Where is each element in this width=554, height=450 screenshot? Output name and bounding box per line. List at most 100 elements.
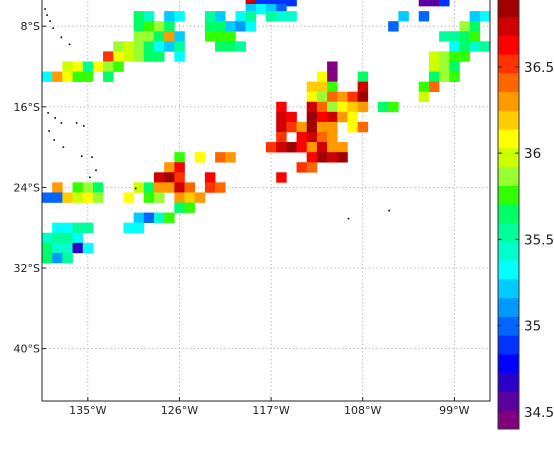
salinity-cell bbox=[72, 61, 84, 72]
salinity-cell bbox=[62, 61, 73, 72]
colorbar-band bbox=[498, 72, 519, 93]
salinity-cell bbox=[72, 182, 84, 193]
latitude-labels: 8°S 16°S 24°S 32°S 40°S bbox=[14, 20, 40, 355]
salinity-cell bbox=[286, 121, 297, 133]
salinity-cell bbox=[164, 11, 175, 22]
salinity-cell bbox=[327, 131, 338, 143]
salinity-cell bbox=[174, 31, 185, 42]
salinity-cell bbox=[52, 71, 63, 82]
island-dot bbox=[52, 27, 54, 30]
salinity-cells bbox=[42, 0, 491, 264]
salinity-cell bbox=[123, 222, 134, 234]
lat-label-32s: 32°S bbox=[14, 262, 40, 275]
colorbar-ticks bbox=[498, 66, 519, 413]
salinity-cell bbox=[316, 101, 328, 113]
salinity-cell bbox=[327, 152, 338, 163]
salinity-cell bbox=[164, 182, 175, 193]
island-dot bbox=[134, 187, 137, 190]
salinity-cell bbox=[306, 91, 318, 103]
salinity-cell bbox=[316, 81, 328, 92]
salinity-cell bbox=[306, 81, 318, 92]
salinity-cell bbox=[62, 242, 73, 254]
salinity-cell bbox=[215, 31, 226, 42]
salinity-cell bbox=[225, 31, 236, 42]
lat-label-40s: 40°S bbox=[14, 343, 40, 356]
salinity-cell bbox=[316, 91, 328, 103]
salinity-cell bbox=[255, 4, 267, 15]
salinity-cell bbox=[479, 11, 491, 22]
salinity-cell bbox=[347, 91, 358, 103]
colorbar-band bbox=[498, 129, 519, 149]
salinity-cell bbox=[439, 0, 450, 7]
salinity-cell bbox=[286, 11, 297, 22]
salinity-cell bbox=[418, 91, 430, 103]
salinity-cell bbox=[174, 162, 185, 173]
colorbar-band bbox=[498, 335, 519, 355]
salinity-cell bbox=[154, 21, 165, 32]
salinity-cell bbox=[123, 192, 134, 203]
salinity-cell bbox=[245, 0, 257, 7]
salinity-cell bbox=[184, 202, 196, 213]
salinity-cell bbox=[133, 222, 145, 234]
colorbar-band bbox=[498, 297, 519, 317]
colorbar-band bbox=[498, 0, 519, 18]
lon-label-135w: 135°W bbox=[69, 404, 106, 417]
salinity-cell bbox=[52, 222, 63, 234]
salinity-cell bbox=[449, 41, 460, 52]
island-dot bbox=[91, 156, 93, 158]
colorbar-band bbox=[498, 35, 519, 55]
colorbar-band bbox=[498, 354, 519, 374]
salinity-cell bbox=[428, 71, 440, 82]
salinity-cell bbox=[296, 162, 308, 173]
island-dot bbox=[80, 155, 83, 157]
salinity-cell bbox=[72, 222, 84, 234]
salinity-cell bbox=[225, 41, 236, 52]
salinity-cell bbox=[266, 4, 277, 15]
island-dot bbox=[54, 117, 57, 119]
lon-label-126w: 126°W bbox=[161, 404, 198, 417]
salinity-cell bbox=[174, 202, 185, 213]
island-dot bbox=[68, 43, 71, 46]
lat-label-8s: 8°S bbox=[21, 20, 40, 33]
salinity-cell bbox=[72, 232, 84, 244]
salinity-cell bbox=[143, 212, 155, 223]
colorbar-band bbox=[498, 54, 519, 74]
lat-label-24s: 24°S bbox=[14, 181, 40, 194]
salinity-cell bbox=[154, 41, 165, 52]
salinity-cell bbox=[215, 21, 226, 32]
salinity-cell bbox=[204, 31, 216, 42]
salinity-cell bbox=[255, 0, 267, 7]
salinity-cell bbox=[62, 192, 73, 203]
salinity-cell bbox=[276, 131, 287, 143]
map-tick-marks bbox=[42, 25, 455, 401]
salinity-cell bbox=[82, 61, 94, 72]
salinity-cell bbox=[154, 212, 165, 223]
salinity-cell bbox=[82, 71, 94, 82]
salinity-cell bbox=[266, 0, 277, 7]
island-dot bbox=[60, 122, 63, 124]
colorbar-band bbox=[498, 91, 519, 111]
colorbar-band bbox=[498, 260, 519, 280]
colorbar-label-34-5: 34.5 bbox=[524, 405, 554, 421]
salinity-cell bbox=[327, 142, 338, 153]
salinity-cell bbox=[398, 11, 409, 22]
salinity-cell bbox=[316, 131, 328, 143]
salinity-cell bbox=[154, 31, 165, 42]
salinity-cell bbox=[347, 101, 358, 113]
salinity-cell bbox=[62, 232, 73, 244]
salinity-cell bbox=[459, 31, 470, 42]
salinity-cell bbox=[469, 31, 481, 42]
salinity-cell bbox=[245, 21, 257, 32]
colorbar-band bbox=[498, 241, 519, 261]
salinity-cell bbox=[92, 192, 104, 203]
salinity-cell bbox=[327, 121, 338, 133]
salinity-cell bbox=[133, 41, 145, 52]
salinity-cell bbox=[418, 81, 430, 92]
salinity-cell bbox=[143, 21, 155, 32]
lon-label-117w: 117°W bbox=[252, 404, 289, 417]
salinity-cell bbox=[327, 91, 338, 103]
salinity-cell bbox=[103, 51, 114, 62]
salinity-cell bbox=[143, 51, 155, 62]
colorbar-band bbox=[498, 372, 519, 392]
salinity-cell bbox=[133, 51, 145, 62]
